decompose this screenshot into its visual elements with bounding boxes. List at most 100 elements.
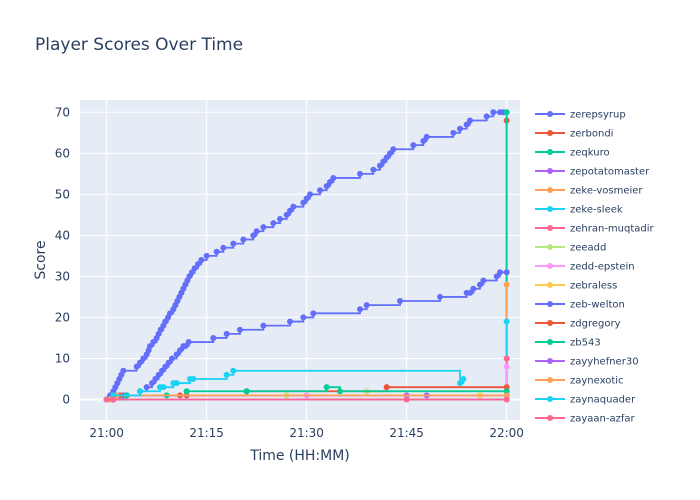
data-point xyxy=(493,273,500,280)
data-point xyxy=(147,343,153,350)
y-tick-label: 30 xyxy=(55,269,70,283)
data-point xyxy=(457,125,463,132)
data-point xyxy=(198,257,205,263)
legend-label: zeeadd xyxy=(570,243,606,254)
data-point xyxy=(387,150,393,157)
legend-swatch-marker xyxy=(547,339,553,345)
data-point xyxy=(450,129,457,136)
data-point xyxy=(423,133,430,140)
legend-swatch-marker xyxy=(547,168,553,174)
y-tick-label: 50 xyxy=(55,187,70,201)
legend-label: zerepsyrup xyxy=(570,110,626,121)
data-point xyxy=(457,380,463,387)
legend-item[interactable]: zayaan-azfar xyxy=(535,414,636,425)
data-point xyxy=(110,392,117,399)
legend-label: zb543 xyxy=(570,338,601,349)
series-group xyxy=(103,109,510,403)
data-point xyxy=(223,371,230,378)
legend-swatch-marker xyxy=(547,358,553,364)
data-point xyxy=(467,117,473,124)
data-point xyxy=(503,388,510,395)
data-point xyxy=(159,367,165,374)
legend-label: zerbondi xyxy=(570,129,613,140)
data-point xyxy=(503,384,510,391)
x-tick-label: 21:30 xyxy=(289,426,324,440)
legend-swatch-marker xyxy=(547,282,553,288)
data-point xyxy=(169,355,175,362)
data-point xyxy=(377,162,383,169)
data-point xyxy=(370,166,377,173)
legend-label: zdgregory xyxy=(570,319,621,330)
data-point xyxy=(140,355,147,362)
legend-item[interactable]: zeb-welton xyxy=(535,300,625,311)
data-point xyxy=(337,388,343,395)
data-point xyxy=(182,343,189,350)
data-point xyxy=(477,281,483,288)
data-point xyxy=(165,359,172,366)
legend-item[interactable]: zerbondi xyxy=(535,129,613,140)
data-point xyxy=(183,388,190,395)
legend-swatch-marker xyxy=(547,130,553,136)
data-point xyxy=(173,380,180,387)
data-point xyxy=(191,265,198,272)
data-point xyxy=(490,109,497,116)
data-point xyxy=(357,306,363,313)
data-point xyxy=(310,310,317,317)
data-point xyxy=(467,289,473,296)
legend-item[interactable]: zerepsyrup xyxy=(535,110,626,121)
data-point xyxy=(167,310,173,317)
legend-label: zayaan-azfar xyxy=(570,414,636,425)
data-point xyxy=(240,236,247,243)
data-point xyxy=(120,367,127,374)
legend-item[interactable]: zehran-muqtadir xyxy=(535,224,655,235)
legend-item[interactable]: zayyhefner30 xyxy=(535,357,639,368)
legend-item[interactable]: zedd-epstein xyxy=(535,262,635,273)
legend-item[interactable]: zeeadd xyxy=(535,243,606,254)
axis-ticks: 0 10 20 30 40 50 60 70 21:00 21:15 21:30 21:45 22:00 xyxy=(55,105,524,440)
data-point xyxy=(230,240,237,247)
y-tick-label: 70 xyxy=(55,105,70,119)
data-point xyxy=(503,318,510,325)
legend-item[interactable]: zb543 xyxy=(535,338,601,349)
data-point xyxy=(317,187,323,194)
legend-item[interactable]: zeke-sleek xyxy=(535,205,623,216)
legend-swatch-marker xyxy=(547,187,553,193)
data-point xyxy=(380,158,387,165)
data-point xyxy=(213,248,220,255)
data-point xyxy=(270,220,277,227)
data-point xyxy=(390,146,397,153)
legend-item[interactable]: zdgregory xyxy=(535,319,621,330)
data-point xyxy=(397,298,403,305)
legend-item[interactable]: zeqkuro xyxy=(535,148,610,159)
data-point xyxy=(137,388,143,395)
data-point xyxy=(437,293,443,300)
legend-swatch-marker xyxy=(547,111,553,117)
data-point xyxy=(503,363,510,370)
data-point xyxy=(110,396,117,403)
data-point xyxy=(287,207,293,214)
legend-item[interactable]: zebraless xyxy=(535,281,617,292)
x-axis-title: Time (HH:MM) xyxy=(249,448,350,464)
data-point xyxy=(150,339,157,346)
data-point xyxy=(363,302,370,309)
data-point xyxy=(152,375,159,382)
data-point xyxy=(480,277,487,284)
data-point xyxy=(190,375,197,382)
x-tick-label: 21:00 xyxy=(89,426,124,440)
legend-label: zeke-sleek xyxy=(570,205,623,216)
legend-item[interactable]: zaynexotic xyxy=(535,376,624,387)
data-point xyxy=(149,380,155,387)
data-point xyxy=(283,211,290,218)
series-zerepsyrup xyxy=(103,109,507,403)
data-point xyxy=(463,121,470,128)
legend-swatch-marker xyxy=(547,377,553,383)
data-point xyxy=(243,388,250,395)
legend-item[interactable]: zaynaquader xyxy=(535,395,636,406)
data-point xyxy=(327,179,333,186)
plot-area xyxy=(80,100,520,420)
legend-item[interactable]: zeke-vosmeier xyxy=(535,186,643,197)
legend-swatch-marker xyxy=(547,320,553,326)
data-point xyxy=(162,363,169,370)
legend-item[interactable]: zepotatomaster xyxy=(535,167,650,178)
legend[interactable]: zerepsyrup zerbondi zeqkuro zepotatomaster z… xyxy=(535,110,655,425)
